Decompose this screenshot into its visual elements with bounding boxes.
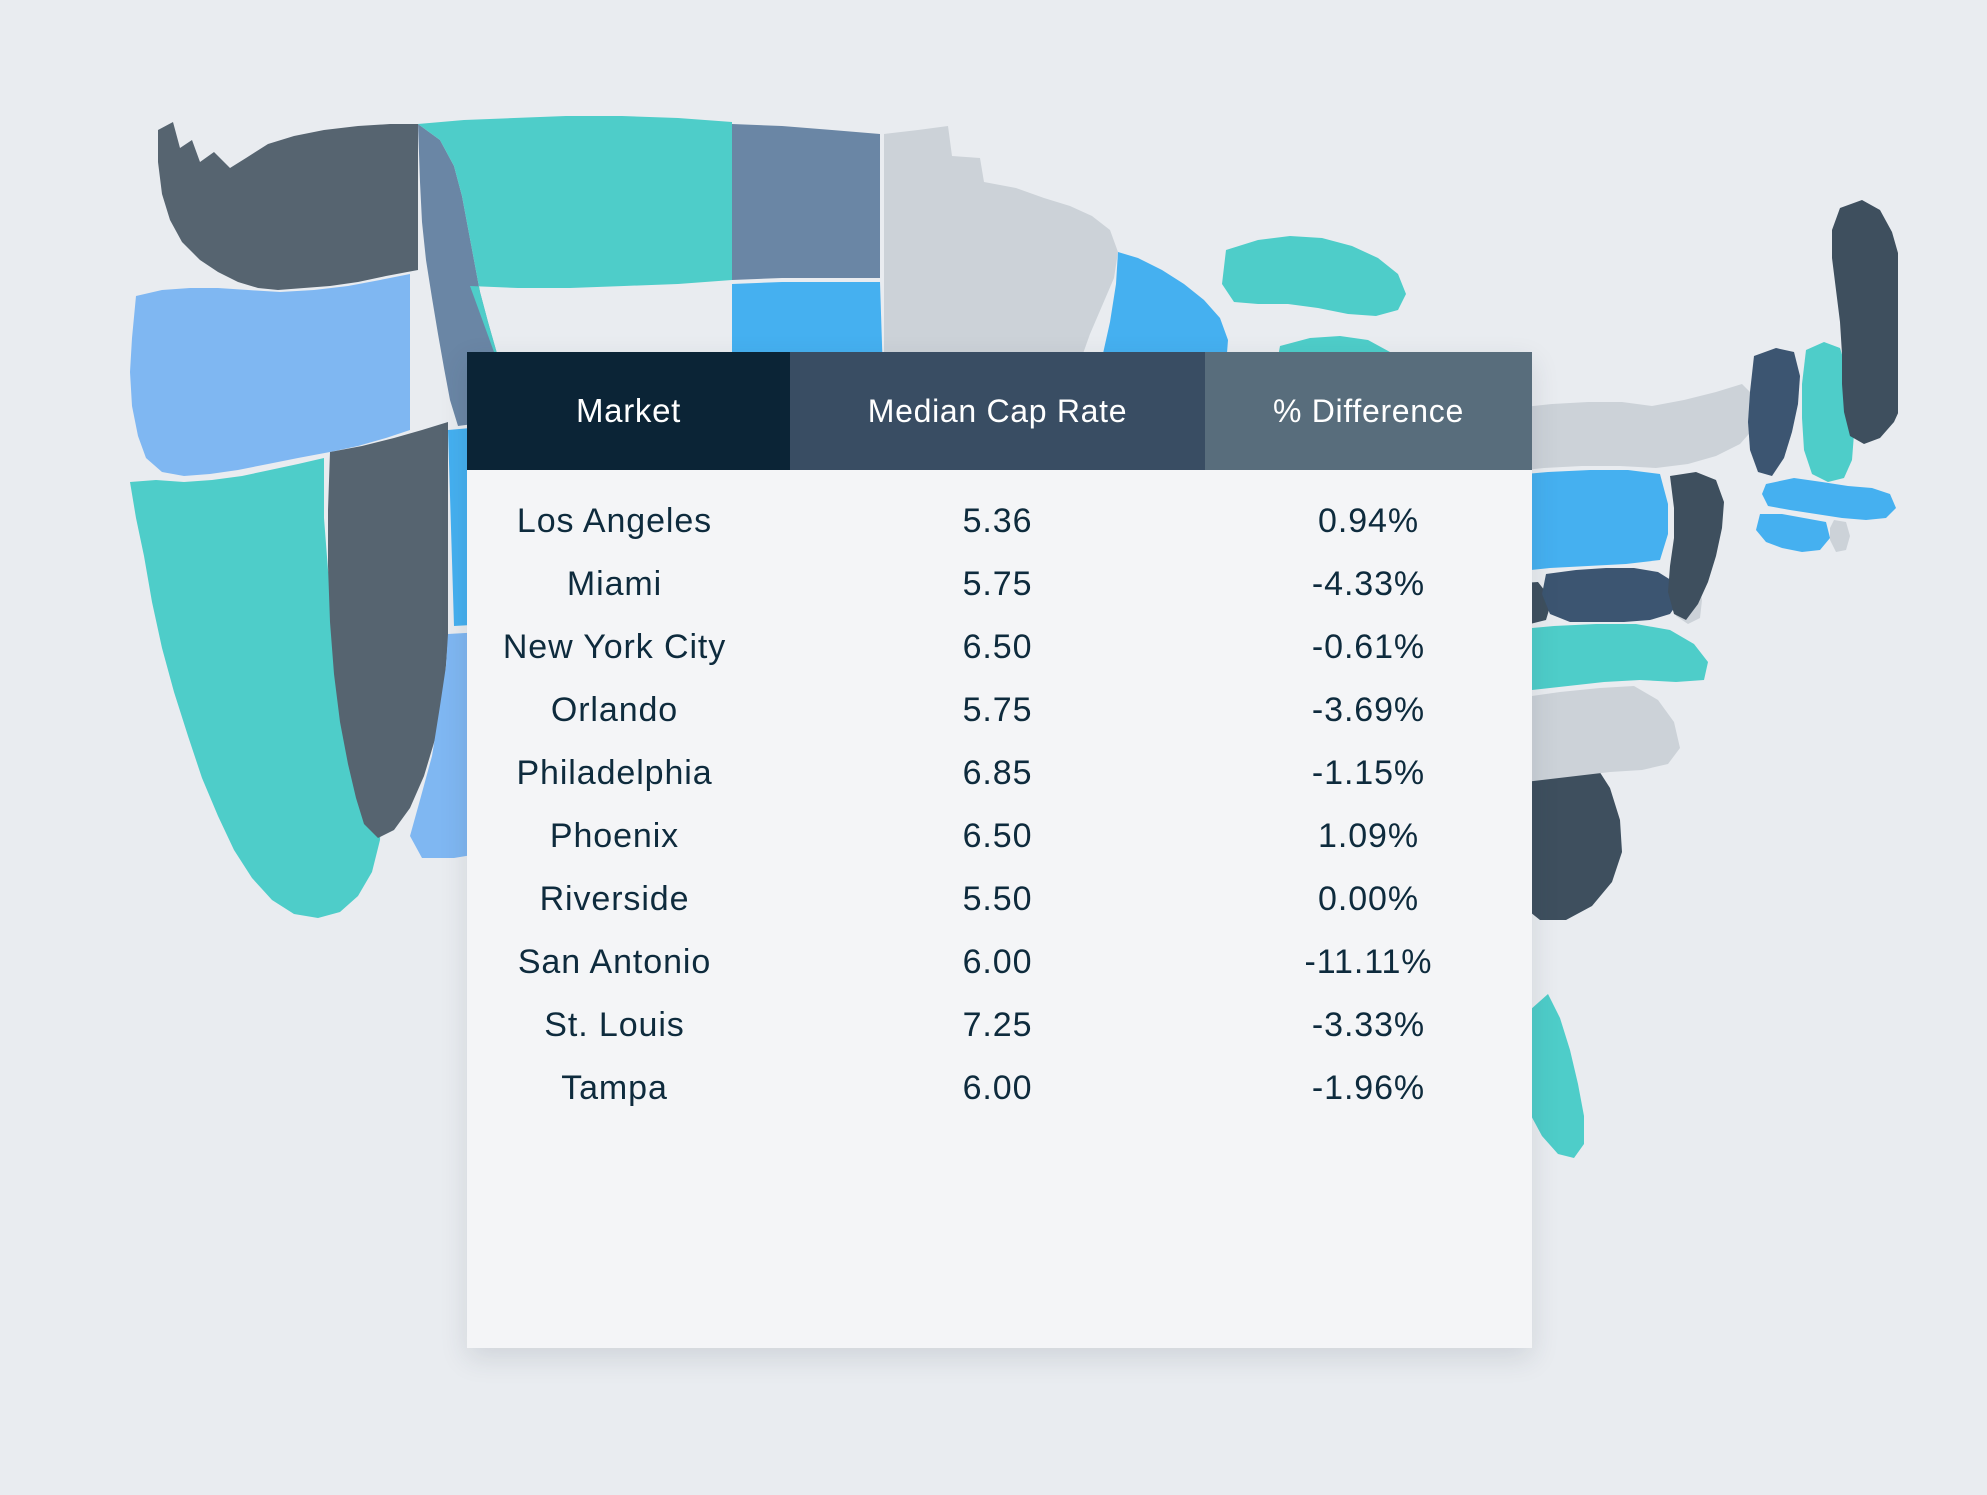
cell-market: St. Louis [544, 1006, 685, 1044]
state-RI [1830, 520, 1850, 552]
cell-median-cap-rate: 6.00 [962, 943, 1033, 981]
cell-median-cap-rate: 6.85 [962, 754, 1033, 792]
cell-pct-difference: -3.33% [1311, 1006, 1426, 1044]
cell-market: Philadelphia [516, 754, 713, 792]
table-row: Los Angeles 5.36 0.94% [467, 490, 1532, 553]
cell-pct-difference: -0.61% [1311, 628, 1426, 666]
table-row: Miami 5.75 -4.33% [467, 553, 1532, 616]
state-MA [1762, 478, 1896, 520]
state-WA [158, 122, 418, 290]
column-header-pct-difference[interactable]: % Difference [1205, 352, 1532, 470]
state-MT [418, 116, 732, 418]
cell-pct-difference: 0.94% [1318, 502, 1419, 540]
cell-market: Phoenix [549, 817, 680, 855]
cap-rate-table-card: Market Median Cap Rate % Difference Los … [467, 352, 1532, 1348]
cell-market: Tampa [561, 1069, 668, 1107]
state-ME [1832, 200, 1898, 444]
state-OR [130, 274, 410, 476]
column-header-median-cap-rate[interactable]: Median Cap Rate [790, 352, 1205, 470]
cell-pct-difference: 1.09% [1318, 817, 1419, 855]
cell-market: San Antonio [517, 943, 712, 981]
table-header-row: Market Median Cap Rate % Difference [467, 352, 1532, 470]
state-MN [884, 126, 1118, 418]
table-row: Tampa 6.00 -1.96% [467, 1057, 1532, 1120]
cell-market: Los Angeles [516, 502, 713, 540]
column-header-market[interactable]: Market [467, 352, 790, 470]
cell-median-cap-rate: 6.50 [962, 628, 1033, 666]
cell-median-cap-rate: 7.25 [962, 1006, 1033, 1044]
cell-pct-difference: -1.15% [1311, 754, 1426, 792]
table-row: New York City 6.50 -0.61% [467, 616, 1532, 679]
cell-median-cap-rate: 5.75 [962, 565, 1033, 603]
cell-market: Miami [566, 565, 663, 603]
state-CA [130, 458, 382, 918]
cell-market: Riverside [539, 880, 690, 918]
cell-median-cap-rate: 5.50 [962, 880, 1033, 918]
cell-pct-difference: -1.96% [1311, 1069, 1426, 1107]
state-CT [1756, 514, 1830, 552]
state-NH [1802, 342, 1854, 482]
cell-pct-difference: 0.00% [1318, 880, 1419, 918]
state-NV [328, 422, 448, 838]
table-row: Orlando 5.75 -3.69% [467, 679, 1532, 742]
cell-median-cap-rate: 5.36 [962, 502, 1033, 540]
table-row: Phoenix 6.50 1.09% [467, 805, 1532, 868]
cell-pct-difference: -11.11% [1304, 943, 1433, 981]
table-row: St. Louis 7.25 -3.33% [467, 994, 1532, 1057]
state-VT [1748, 348, 1800, 476]
cell-market: Orlando [550, 691, 679, 729]
state-NJ [1668, 472, 1724, 620]
cell-market: New York City [502, 628, 727, 666]
cell-median-cap-rate: 5.75 [962, 691, 1033, 729]
state-MD [1542, 568, 1680, 622]
state-ND [732, 124, 880, 280]
table-body: Los Angeles 5.36 0.94% Miami 5.75 -4.33%… [467, 470, 1532, 1120]
state-ID [418, 124, 518, 426]
table-row: San Antonio 6.00 -11.11% [467, 931, 1532, 994]
cell-median-cap-rate: 6.50 [962, 817, 1033, 855]
cell-pct-difference: -3.69% [1311, 691, 1426, 729]
table-row: Riverside 5.50 0.00% [467, 868, 1532, 931]
table-row: Philadelphia 6.85 -1.15% [467, 742, 1532, 805]
cell-pct-difference: -4.33% [1311, 565, 1426, 603]
cell-median-cap-rate: 6.00 [962, 1069, 1033, 1107]
